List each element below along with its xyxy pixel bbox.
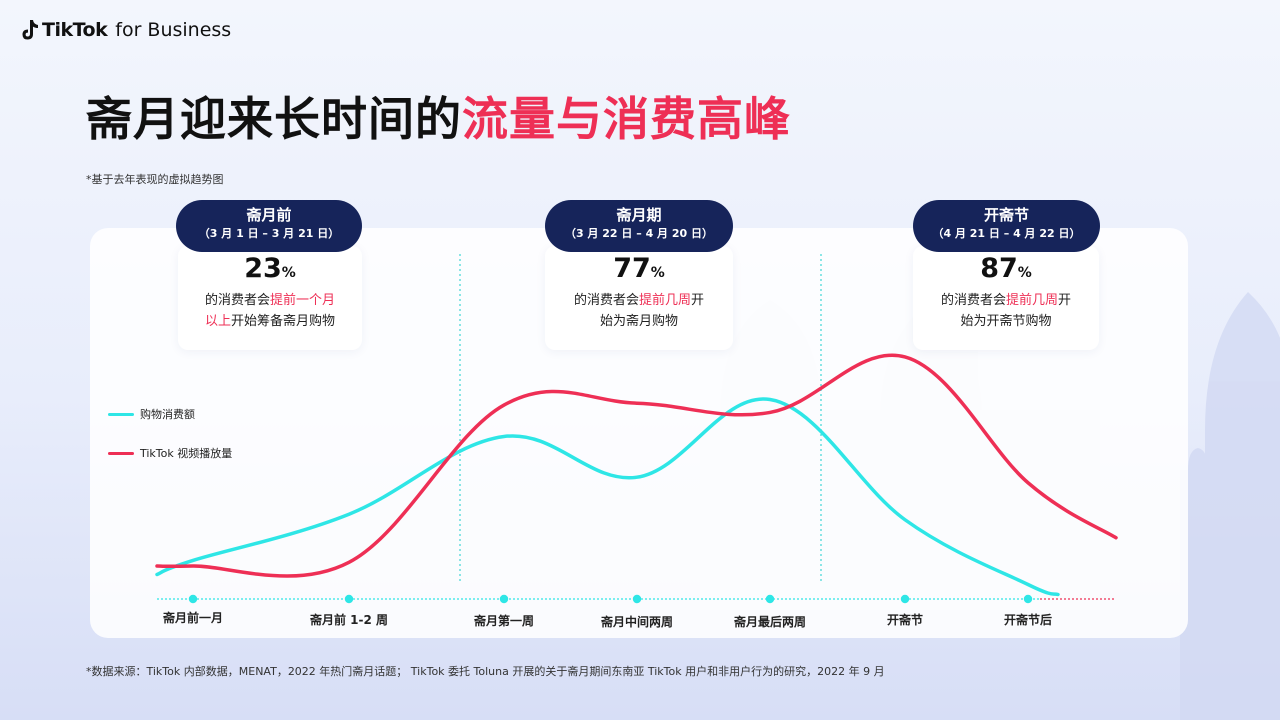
x-tick-label: 开斋节: [886, 613, 924, 627]
legend-label: TikTok 视频播放量: [140, 447, 233, 460]
legend-swatch: [108, 451, 134, 455]
legend-label: 购物消费额: [140, 408, 195, 421]
stat-value: 77%: [613, 253, 665, 284]
legend-item-spending: 购物消费额: [108, 406, 195, 422]
category-marker: [344, 594, 354, 604]
x-tick-label: 斋月第一周: [473, 614, 535, 628]
phase-name: 开斋节: [983, 206, 1029, 224]
category-marker: [900, 594, 910, 604]
category-marker: [1023, 594, 1033, 604]
stat-card-ramadan: 77% 的消费者会提前几周开 始为斋月购物: [545, 246, 733, 350]
stat-card-pre-ramadan: 23% 的消费者会提前一个月 以上开始筹备斋月购物: [178, 246, 362, 350]
category-marker: [499, 594, 509, 604]
series-line-spending: [155, 397, 1060, 597]
x-tick-label: 开斋节后: [1003, 613, 1053, 627]
stat-description: 的消费者会提前一个月 以上开始筹备斋月购物: [204, 293, 336, 329]
category-marker: [765, 594, 775, 604]
phase-name: 斋月期: [616, 206, 662, 224]
x-tick-label: 斋月前一月: [162, 611, 224, 625]
page-title: 斋月迎来长时间的流量与消费高峰: [86, 88, 791, 150]
legend-item-views: TikTok 视频播放量: [108, 445, 232, 461]
phase-dates: （3 月 1 日 – 3 月 21 日）: [198, 227, 340, 240]
stat-card-eid: 87% 的消费者会提前几周开 始为开斋节购物: [913, 246, 1099, 350]
series-line-views: [155, 353, 1118, 578]
tiktok-note-icon: [22, 20, 38, 40]
x-tick-label: 斋月最后两周: [733, 615, 807, 629]
title-highlight: 流量与消费高峰: [462, 92, 791, 146]
stat-description: 的消费者会提前几周开 始为斋月购物: [573, 293, 705, 329]
data-source-footnote: *数据来源：TikTok 内部数据，MENAT，2022 年热门斋月话题； Ti…: [86, 665, 885, 678]
logo-suffix-text: for Business: [115, 19, 232, 41]
phase-pill-eid: 开斋节 （4 月 21 日 – 4 月 22 日）: [913, 200, 1100, 252]
stat-value: 23%: [244, 253, 296, 284]
title-plain: 斋月迎来长时间的: [86, 92, 462, 146]
tiktok-business-logo: TikTok for Business: [18, 16, 231, 44]
phase-pill-pre-ramadan: 斋月前 （3 月 1 日 – 3 月 21 日）: [176, 200, 362, 252]
category-marker: [632, 594, 642, 604]
x-tick-label: 斋月中间两周: [600, 615, 674, 629]
logo-brand-text: TikTok: [42, 19, 108, 41]
phase-dates: （4 月 21 日 – 4 月 22 日）: [932, 227, 1081, 240]
stat-value: 87%: [980, 253, 1032, 284]
category-marker: [188, 594, 198, 604]
phase-name: 斋月前: [246, 206, 292, 224]
phase-dates: （3 月 22 日 – 4 月 20 日）: [564, 227, 714, 240]
legend-swatch: [108, 412, 134, 416]
stat-description: 的消费者会提前几周开 始为开斋节购物: [940, 293, 1072, 329]
chart-note: *基于去年表现的虚拟趋势图: [86, 173, 224, 186]
phase-pill-ramadan: 斋月期 （3 月 22 日 – 4 月 20 日）: [545, 200, 733, 252]
x-tick-label: 斋月前 1-2 周: [309, 613, 389, 627]
